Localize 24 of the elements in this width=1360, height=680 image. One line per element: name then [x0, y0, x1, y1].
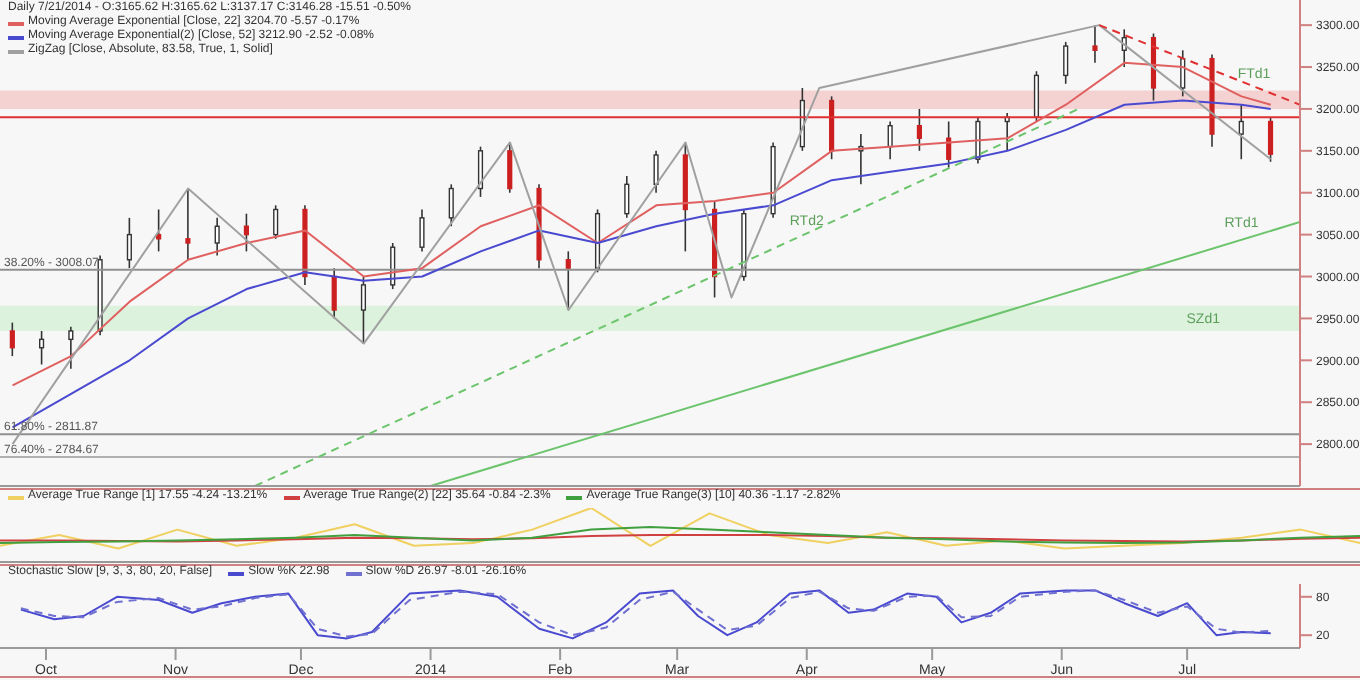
- candlestick: [916, 108, 922, 152]
- candlestick: [331, 267, 337, 320]
- candlestick: [39, 330, 45, 366]
- candlestick: [1267, 116, 1274, 163]
- candlestick: [156, 208, 162, 253]
- candlestick: [565, 250, 571, 311]
- candlestick: [185, 187, 191, 261]
- candlestick: [448, 183, 454, 228]
- candlestick: [1063, 41, 1069, 85]
- candlestick: [360, 275, 367, 345]
- candlestick: [653, 150, 659, 194]
- candlestick: [68, 325, 74, 370]
- candlestick: [9, 321, 15, 357]
- candlestick: [1092, 24, 1098, 64]
- candlestick: [243, 212, 249, 253]
- candlestick: [273, 204, 279, 240]
- candlestick: [214, 217, 220, 257]
- candlestick: [887, 120, 893, 161]
- candlestick: [419, 208, 425, 253]
- candlestick: [507, 141, 513, 194]
- candlestick: [1033, 70, 1040, 123]
- candlestick: [126, 217, 132, 269]
- candlestick: [1238, 103, 1244, 161]
- candlestick: [624, 175, 630, 219]
